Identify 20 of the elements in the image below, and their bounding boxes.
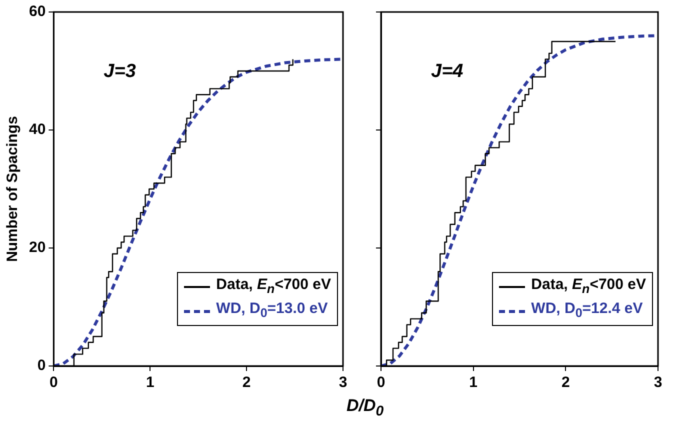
x-tick-label: 1 — [469, 374, 478, 392]
y-tick-label: 20 — [28, 239, 46, 256]
y-axis-title: Number of Spacings — [4, 116, 22, 262]
x-tick-label: 0 — [376, 374, 386, 392]
y-tick-label: 0 — [37, 357, 46, 374]
y-tick-label: 40 — [28, 121, 46, 138]
annotation: J=3 — [104, 61, 136, 82]
x-tick-label: 3 — [654, 374, 662, 392]
legend-label: WD, D$_{0}$=13.0 eV — [216, 299, 328, 322]
x-tick-label: 2 — [561, 374, 570, 392]
x-tick-label: 1 — [146, 374, 154, 392]
x-tick-label: 3 — [338, 374, 348, 392]
x-tick-label: 2 — [242, 374, 251, 392]
x-tick-label: 0 — [50, 374, 58, 392]
legend-label: WD, D$_{0}$=12.4 eV — [531, 299, 643, 322]
legend-label: Data, E$_{n}$<700 eV — [216, 275, 331, 298]
x-axis-title: D/D$_{0}$ — [346, 396, 384, 420]
legend-label: Data, E$_{n}$<700 eV — [531, 275, 646, 298]
y-tick-label: 60 — [28, 3, 46, 20]
annotation: J=4 — [431, 61, 464, 82]
